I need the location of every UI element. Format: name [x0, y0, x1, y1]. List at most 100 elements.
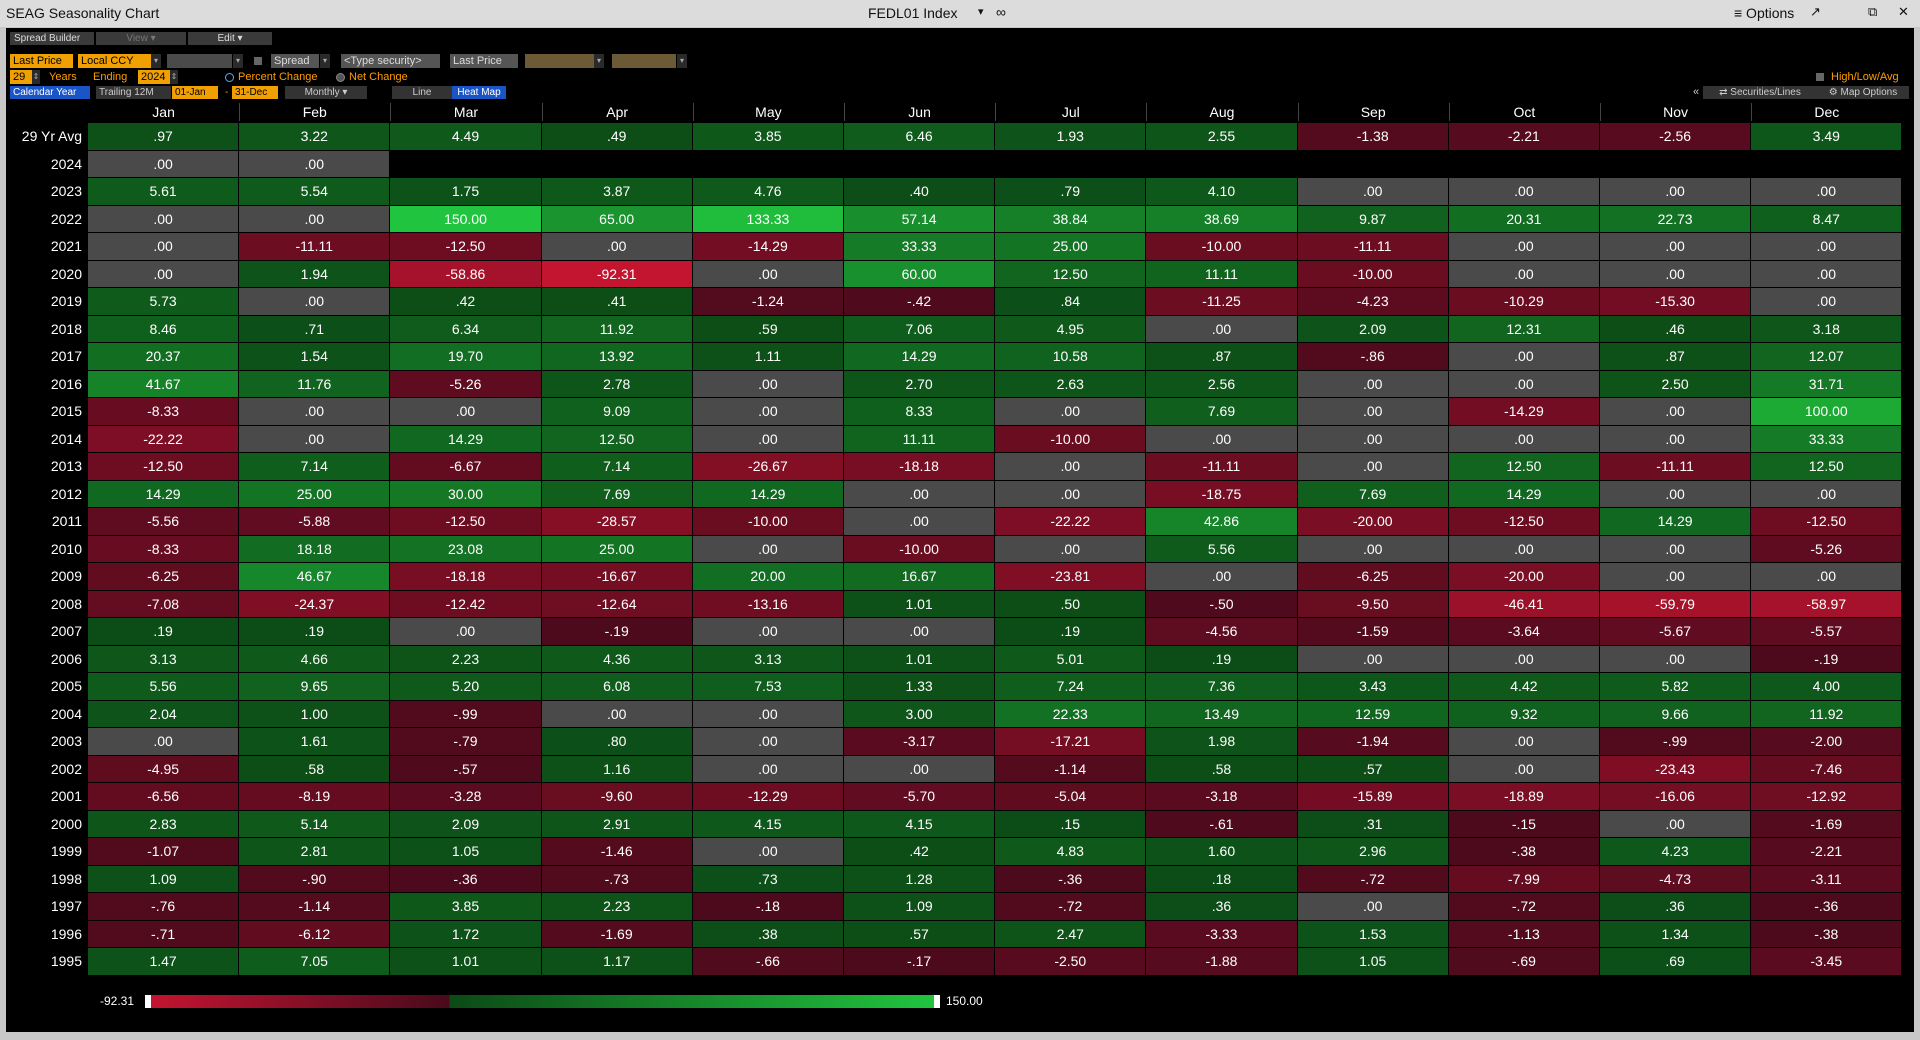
heat-map-cell[interactable]: .38 [692, 920, 843, 947]
heat-map-cell[interactable]: 4.00 [1751, 673, 1902, 700]
heat-map-cell[interactable]: .00 [1297, 398, 1448, 425]
heat-map-cell[interactable]: 1.34 [1600, 920, 1751, 947]
heat-map-cell[interactable]: 7.69 [1146, 398, 1297, 425]
heat-map-cell[interactable]: -11.25 [1146, 288, 1297, 315]
field2-select[interactable]: Last Price [450, 54, 518, 68]
heat-map-cell[interactable]: -.66 [692, 948, 843, 975]
heat-map-cell[interactable]: -8.33 [88, 535, 239, 562]
heat-map-cell[interactable]: 5.14 [239, 810, 390, 837]
heat-map-cell[interactable]: .18 [1146, 865, 1297, 892]
heat-map-cell[interactable]: 12.50 [995, 260, 1146, 287]
heat-map-cell[interactable]: -1.07 [88, 838, 239, 865]
heat-map-cell[interactable]: 1.98 [1146, 728, 1297, 755]
heat-map-cell[interactable]: 38.69 [1146, 205, 1297, 232]
heat-map-cell[interactable]: 1.72 [390, 920, 541, 947]
heat-map-cell[interactable]: .00 [1600, 398, 1751, 425]
heat-map-cell[interactable]: 1.05 [1297, 948, 1448, 975]
heat-map-cell[interactable]: 1.16 [541, 755, 692, 782]
heat-map-cell[interactable]: 14.29 [1600, 508, 1751, 535]
heat-map-cell[interactable]: 14.29 [692, 480, 843, 507]
heat-map-cell[interactable]: .15 [995, 810, 1146, 837]
heat-map-cell[interactable]: -13.16 [692, 590, 843, 617]
blank-select[interactable] [612, 54, 676, 68]
heat-map-cell[interactable]: 8.46 [88, 315, 239, 342]
heat-map-cell[interactable]: 12.50 [1448, 453, 1599, 480]
heat-map-cell[interactable]: .42 [844, 838, 995, 865]
heat-map-cell[interactable]: -.38 [1448, 838, 1599, 865]
heat-map-cell[interactable]: 5.82 [1600, 673, 1751, 700]
heat-map-cell[interactable]: -7.46 [1751, 755, 1902, 782]
heat-map-cell[interactable]: .00 [1751, 260, 1902, 287]
heat-map-cell[interactable]: .49 [541, 123, 692, 150]
heat-map-cell[interactable]: -8.33 [88, 398, 239, 425]
heat-map-cell[interactable]: .00 [1751, 480, 1902, 507]
heat-map-cell[interactable]: .00 [1600, 425, 1751, 452]
heat-map-cell[interactable]: -1.14 [239, 893, 390, 920]
heat-map-cell[interactable]: 4.83 [995, 838, 1146, 865]
heat-map-cell[interactable]: -5.70 [844, 783, 995, 810]
heat-map-cell[interactable]: .00 [541, 700, 692, 727]
heat-map-cell[interactable]: 23.08 [390, 535, 541, 562]
heat-map-cell[interactable]: .00 [1146, 315, 1297, 342]
heat-map-cell[interactable]: 12.59 [1297, 700, 1448, 727]
heat-map-cell[interactable]: 3.13 [692, 645, 843, 672]
heat-map-cell[interactable]: .00 [844, 618, 995, 645]
heat-map-cell[interactable]: -10.00 [844, 535, 995, 562]
heat-map-cell[interactable]: 9.65 [239, 673, 390, 700]
heat-map-cell[interactable]: .73 [692, 865, 843, 892]
heat-map-cell[interactable]: 2.47 [995, 920, 1146, 947]
heat-map-cell[interactable]: 14.29 [844, 343, 995, 370]
heat-map-cell[interactable]: -.76 [88, 893, 239, 920]
heat-map-cell[interactable]: 3.49 [1751, 123, 1902, 150]
heat-map-cell[interactable]: 2.09 [1297, 315, 1448, 342]
end-date-input[interactable]: 31-Dec [232, 86, 278, 99]
heat-map-cell[interactable]: -.73 [541, 865, 692, 892]
heat-map-cell[interactable]: -5.57 [1751, 618, 1902, 645]
heat-map-cell[interactable]: 2.78 [541, 370, 692, 397]
heat-map-cell[interactable]: .19 [88, 618, 239, 645]
heat-map-cell[interactable]: -.79 [390, 728, 541, 755]
chevron-down-icon[interactable]: ▾ [677, 54, 687, 68]
heat-map-cell[interactable]: 7.69 [541, 480, 692, 507]
heat-map-cell[interactable]: .00 [1146, 563, 1297, 590]
heat-map-cell[interactable]: -.38 [1751, 920, 1902, 947]
heat-map-cell[interactable]: .31 [1297, 810, 1448, 837]
heat-map-cell[interactable]: .50 [995, 590, 1146, 617]
heat-map-cell[interactable]: -4.95 [88, 755, 239, 782]
heat-map-cell[interactable]: -.86 [1297, 343, 1448, 370]
heat-map-cell[interactable]: 1.09 [88, 865, 239, 892]
heat-map-cell[interactable]: .00 [239, 150, 390, 177]
heat-map-cell[interactable]: -12.29 [692, 783, 843, 810]
heat-map-cell[interactable]: -3.18 [1146, 783, 1297, 810]
heat-map-cell[interactable]: 1.01 [844, 645, 995, 672]
heat-map-cell[interactable]: .00 [1297, 645, 1448, 672]
blank-select[interactable] [525, 54, 594, 68]
heat-map-cell[interactable]: .00 [692, 700, 843, 727]
heat-map-cell[interactable]: -18.18 [390, 563, 541, 590]
view-menu[interactable]: View ▾ [96, 32, 186, 45]
heat-map-cell[interactable]: -15.30 [1600, 288, 1751, 315]
heat-map-cell[interactable]: -5.56 [88, 508, 239, 535]
heat-map-cell[interactable]: 2.70 [844, 370, 995, 397]
heat-map-cell[interactable]: -12.50 [1448, 508, 1599, 535]
heat-map-cell[interactable]: -12.50 [390, 508, 541, 535]
heat-map-cell[interactable]: 2.55 [1146, 123, 1297, 150]
spread-checkbox[interactable] [254, 57, 262, 65]
heat-map-cell[interactable]: -12.50 [390, 233, 541, 260]
link-icon[interactable]: ∞ [996, 4, 1006, 20]
options-menu[interactable]: ≡ Options [1734, 5, 1795, 21]
heat-map-cell[interactable]: .57 [844, 920, 995, 947]
heat-map-cell[interactable]: 42.86 [1146, 508, 1297, 535]
heat-map-cell[interactable]: 2.91 [541, 810, 692, 837]
heat-map-cell[interactable]: -6.67 [390, 453, 541, 480]
heat-map-cell[interactable]: 3.13 [88, 645, 239, 672]
heat-map-cell[interactable]: 1.94 [239, 260, 390, 287]
heat-map-cell[interactable]: 13.49 [1146, 700, 1297, 727]
heat-map-cell[interactable]: 6.46 [844, 123, 995, 150]
heat-map-cell[interactable]: -3.17 [844, 728, 995, 755]
security-input[interactable]: <Type security> [341, 54, 440, 68]
heat-map-cell[interactable]: -6.25 [1297, 563, 1448, 590]
heat-map-cell[interactable]: 100.00 [1751, 398, 1902, 425]
heat-map-cell[interactable]: .00 [1448, 343, 1599, 370]
heat-map-cell[interactable]: 11.11 [1146, 260, 1297, 287]
